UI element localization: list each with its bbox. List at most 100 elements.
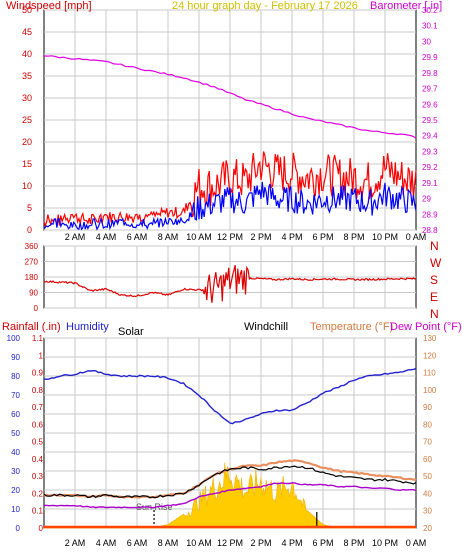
temp-tick-label: 80 (423, 420, 432, 429)
mid-series (43, 264, 417, 303)
x-tick-label: 0 AM (406, 538, 427, 548)
temp-tick-label: 90 (423, 403, 432, 412)
rain-tick-label: 0.8 (32, 386, 44, 395)
humidity-tick-label: 90 (11, 353, 20, 362)
y-tick-label: 5 (27, 203, 32, 213)
solar-label: Solar (118, 326, 144, 338)
x-tick-label: 6 AM (127, 538, 148, 548)
rain-tick-label: 0.7 (32, 403, 44, 412)
temperature-axis: 20 30 40 50 60 70 80 90 100 110 120 130 (423, 334, 437, 533)
y-tick-label: 360 (25, 242, 39, 251)
y-tick-label: 30 (22, 93, 32, 103)
top-series (43, 55, 417, 231)
compass-label: N (430, 307, 439, 321)
humidity-tick-label: 50 (11, 429, 20, 438)
humidity-tick-label: 30 (11, 467, 20, 476)
y2-tick-label: 29.1 (422, 179, 438, 188)
graph-title: 24 hour graph day - February 17 2026 (172, 0, 358, 12)
top-grid (44, 9, 416, 231)
humidity-tick-label: 0 (16, 524, 21, 533)
humidity-tick-label: 40 (11, 448, 20, 457)
x-tick-label: 10 PM (372, 538, 398, 548)
y-tick-label: 45 (22, 27, 32, 37)
compass-label: N (430, 239, 439, 253)
temperature-axis-label: Temperature (°F) (310, 321, 393, 333)
x-tick-label: 2 AM (65, 232, 86, 242)
rainfall-axis-label: Rainfall (.in) (2, 321, 61, 333)
y-tick-label: 50 (22, 5, 32, 15)
temp-tick-label: 30 (423, 507, 432, 516)
x-tick-label: 6 PM (312, 232, 333, 242)
y2-tick-label: 29.2 (422, 163, 438, 172)
rain-tick-label: 0.4 (32, 455, 44, 464)
rain-tick-label: 1 (39, 351, 44, 360)
x-tick-label: 8 AM (158, 538, 179, 548)
temp-tick-label: 130 (423, 334, 437, 343)
x-tick-label: 4 PM (281, 232, 302, 242)
y2-tick-label: 29.4 (422, 132, 438, 141)
y2-tick-label: 29 (422, 195, 431, 204)
rain-tick-label: 0.2 (32, 489, 44, 498)
y2-tick-label: 29.9 (422, 53, 438, 62)
rain-tick-label: 0.9 (32, 369, 44, 378)
y-tick-label: 270 (25, 258, 39, 267)
y-tick-label: 10 (22, 181, 32, 191)
y2-tick-label: 29.8 (422, 69, 438, 78)
dewpoint-axis-label: Dew Point (°F) (390, 321, 462, 333)
temp-tick-label: 100 (423, 386, 437, 395)
x-tick-label: 2 PM (250, 232, 271, 242)
y-tick-label: 0 (34, 304, 39, 313)
x-tick-label: 10 AM (186, 232, 212, 242)
humidity-tick-label: 60 (11, 410, 20, 419)
rain-tick-label: 0.3 (32, 472, 44, 481)
x-tick-label: 10 PM (372, 232, 398, 242)
y-tick-label: 15 (22, 159, 32, 169)
barometer-line (43, 55, 417, 139)
x-tick-label: 6 PM (312, 538, 333, 548)
x-tick-label: 4 AM (96, 232, 117, 242)
y2-tick-label: 29.5 (422, 116, 438, 125)
top-right-axis: 28.8 28.9 29 29.1 29.2 29.3 29.4 29.5 29.6 29.7 29… (422, 6, 438, 235)
y2-tick-label: 29.3 (422, 147, 438, 156)
y2-tick-label: 30.2 (422, 6, 438, 15)
temp-tick-label: 110 (423, 369, 436, 378)
top-x-axis: 2 AM 4 AM 6 AM 8 AM 10 AM 12 PM 2 PM 4 PM 6 PM 8 … (65, 232, 427, 242)
temp-tick-label: 40 (423, 489, 432, 498)
humidity-tick-label: 10 (11, 505, 20, 514)
y2-tick-label: 29.6 (422, 100, 438, 109)
rain-tick-label: 1.1 (32, 334, 44, 343)
rain-tick-label: 0.6 (32, 420, 44, 429)
x-tick-label: 4 AM (96, 538, 117, 548)
windspeed-axis-label: Windspeed [mph] (6, 0, 92, 12)
y2-tick-label: 30.1 (422, 22, 438, 31)
humidity-tick-label: 70 (11, 391, 20, 400)
compass-label: E (430, 290, 438, 304)
y-tick-label: 40 (22, 49, 32, 59)
bottom-x-axis: 2 AM 4 AM 6 AM 8 AM 10 AM 12 PM 2 PM 4 PM 6 PM 8 … (65, 538, 427, 548)
humidity-line (43, 367, 417, 425)
rain-axis: 0 0.1 0.2 0.3 0.4 0.5 0.6 0.7 0.8 0.9 1 1.1 (32, 334, 44, 533)
temp-tick-label: 70 (423, 438, 432, 447)
x-tick-label: 2 AM (65, 538, 86, 548)
y2-tick-label: 28.8 (422, 226, 438, 235)
rain-tick-label: 0.1 (32, 507, 44, 516)
windchill-line (43, 465, 417, 499)
x-tick-label: 0 AM (406, 232, 427, 242)
mid-grid (44, 245, 416, 309)
y-tick-label: 35 (22, 71, 32, 81)
temp-tick-label: 50 (423, 472, 432, 481)
humidity-tick-label: 100 (7, 334, 21, 343)
barometer-axis-label: Barometer [.in] (370, 0, 442, 12)
mid-left-axis: 0 90 180 270 360 (25, 242, 39, 313)
wind-direction-line (43, 264, 417, 303)
y2-tick-label: 29.7 (422, 85, 438, 94)
wind-average-line (43, 181, 417, 231)
x-tick-label: 6 AM (127, 232, 148, 242)
x-tick-label: 8 PM (343, 232, 364, 242)
y-tick-label: 25 (22, 115, 32, 125)
humidity-axis-label: Humidity (66, 321, 109, 333)
